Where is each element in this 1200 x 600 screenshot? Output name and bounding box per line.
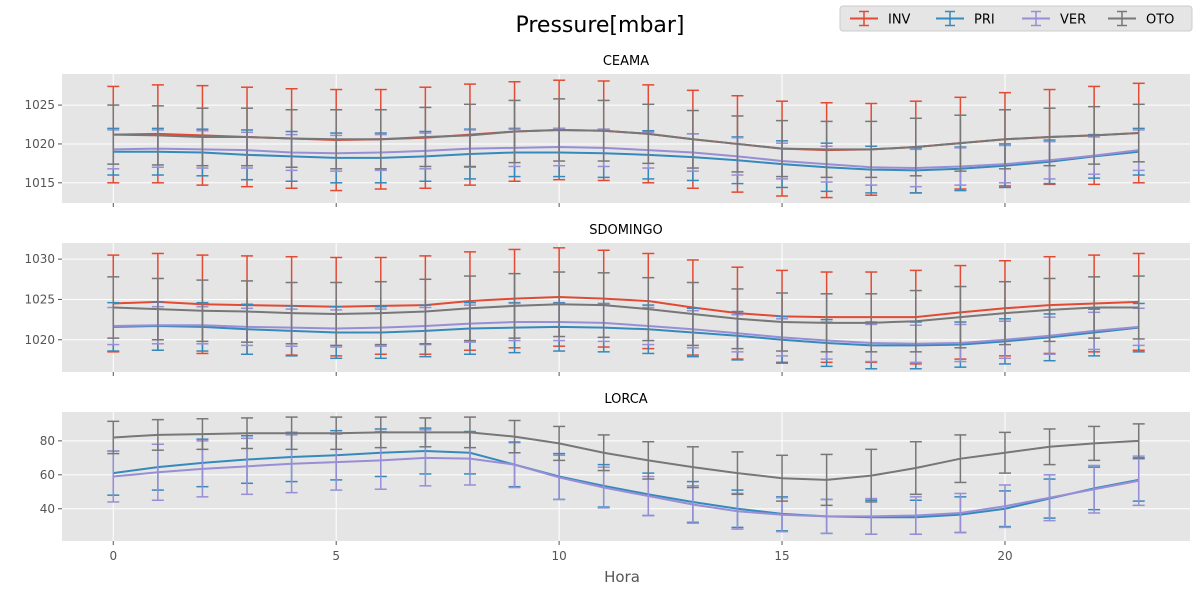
series-line: [113, 321, 1139, 345]
panel-lorca: 40 60 80 0 5 10 15 20 LORCA: [40, 392, 1190, 563]
series-oto: [107, 98, 1145, 179]
series-oto: [107, 416, 1145, 507]
series-oto: [107, 271, 1145, 353]
panel-background: [62, 412, 1190, 541]
legend: INV PRI VER OTO: [839, 5, 1193, 32]
chart-title: Pressure[mbar]: [515, 13, 684, 38]
series-group: [107, 416, 1145, 535]
legend-entry-ver: VER: [1022, 10, 1086, 28]
panel-ceama: 1015 1020 1025 CEAMA: [24, 54, 1190, 207]
series-line: [113, 303, 1139, 324]
y-tick-label: 1020: [24, 333, 55, 347]
series-line: [113, 325, 1139, 347]
panel-background: [62, 74, 1190, 203]
series-line: [113, 128, 1139, 151]
panel-title: CEAMA: [603, 54, 649, 69]
y-tick-label: 1025: [24, 98, 55, 112]
y-tick-label: 1020: [24, 137, 55, 151]
legend-label: VER: [1060, 13, 1086, 28]
panel-title: LORCA: [604, 392, 647, 407]
series-group: [107, 79, 1145, 199]
legend-entry-oto: OTO: [1108, 10, 1174, 28]
legend-label: PRI: [974, 13, 995, 28]
y-tick-label: 1025: [24, 292, 55, 306]
y-tick-label: 1030: [24, 252, 55, 266]
x-tick-label: 5: [332, 549, 340, 563]
x-tick-label: 0: [109, 549, 117, 563]
series-line: [113, 146, 1139, 170]
y-tick-label: 80: [40, 434, 55, 448]
series-line: [113, 150, 1139, 172]
x-tick-label: 20: [997, 549, 1012, 563]
y-tick-label: 60: [40, 468, 55, 482]
panel-sdomingo: 1020 1025 1030 SDOMINGO: [24, 223, 1190, 376]
series-line: [113, 450, 1139, 519]
y-tick-label: 40: [40, 502, 55, 516]
legend-box: [839, 5, 1193, 32]
legend-entry-pri: PRI: [936, 10, 995, 28]
x-tick-label: 10: [551, 549, 566, 563]
y-tick-label: 1015: [24, 176, 55, 190]
legend-entry-inv: INV: [850, 10, 911, 28]
series-group: [107, 247, 1145, 370]
series-line: [113, 431, 1139, 481]
panel-title: SDOMINGO: [589, 223, 663, 238]
legend-label: INV: [888, 13, 911, 28]
legend-label: OTO: [1146, 13, 1174, 28]
series-line: [113, 296, 1139, 319]
series-line: [113, 456, 1139, 518]
x-axis-label: Hora: [604, 568, 640, 586]
x-tick-label: 15: [774, 549, 789, 563]
